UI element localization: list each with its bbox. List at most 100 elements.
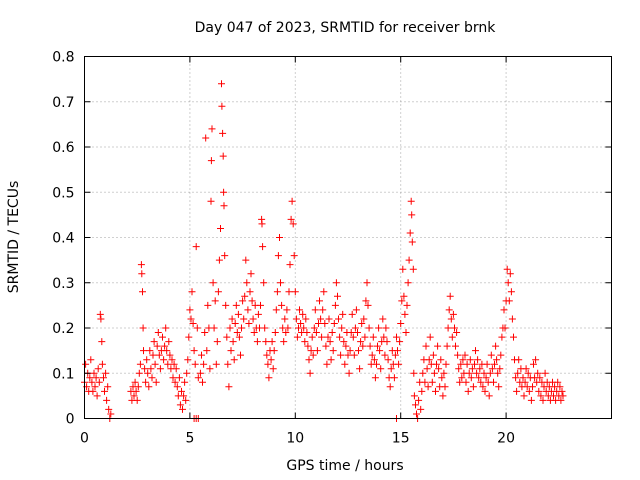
data-point [494,369,502,377]
data-point [366,342,374,350]
data-point [215,256,223,264]
data-point [283,306,291,314]
data-point [218,102,226,110]
y-tick-label: 0.8 [52,50,74,66]
data-point [290,252,298,260]
data-point [199,378,206,386]
x-tick-label: 20 [497,431,515,447]
data-point [219,129,227,137]
data-point [434,342,442,350]
data-point [380,333,388,341]
data-point [390,374,398,382]
data-point [458,374,466,382]
data-point [515,356,523,364]
data-point [161,342,169,350]
data-point [365,324,373,332]
data-point [481,387,489,395]
data-point [95,378,103,386]
data-point [486,369,494,377]
data-point [250,329,258,336]
data-point [201,329,209,336]
data-point [377,365,385,373]
data-point [349,333,357,341]
data-point [401,310,409,318]
data-point [181,378,189,386]
y-tick-label: 0.4 [52,231,74,247]
data-point [132,387,140,395]
data-point [193,324,201,332]
data-point [254,310,262,318]
data-point [299,310,307,318]
data-point [238,324,245,332]
data-point [507,288,515,296]
data-point [280,338,288,346]
data-point [194,374,202,382]
data-point [351,324,359,332]
data-point [308,333,316,341]
data-point [534,369,542,377]
data-point [356,365,364,373]
data-point [189,320,197,327]
data-point [490,378,497,386]
y-tick-label: 0.2 [52,321,74,337]
data-point [102,369,110,377]
data-point [184,356,192,364]
data-point [457,360,465,368]
data-point [305,356,313,364]
data-point [403,301,411,309]
data-point [313,347,321,355]
data-point [346,347,354,355]
data-point [418,387,426,395]
data-point [449,310,457,318]
data-point [496,365,504,373]
data-point [412,401,419,409]
data-point [399,265,407,273]
data-point [224,360,232,368]
data-point [175,374,183,382]
data-point [223,333,231,341]
data-point [202,134,210,142]
data-point [176,401,184,409]
data-point [357,338,365,346]
data-point [428,378,436,386]
data-point [227,347,235,355]
data-point [348,310,356,318]
data-point [154,329,162,336]
data-point [468,365,476,373]
data-point [342,342,350,350]
data-point [447,315,455,323]
data-point [206,365,214,373]
data-point [530,360,537,368]
data-point [89,387,97,395]
y-tick-label: 0.3 [52,276,74,292]
data-point [152,378,160,386]
data-point [446,292,454,300]
data-point [240,315,248,323]
y-tick-label: 0.7 [52,95,74,111]
data-point [395,360,403,368]
data-point [370,356,378,364]
data-point [503,265,511,273]
data-point [103,396,111,404]
data-point [274,252,282,260]
data-point [258,220,266,228]
data-point [191,360,199,368]
data-point [170,360,178,368]
data-point [406,229,414,237]
data-point [393,333,400,341]
data-point [557,396,565,404]
data-point [558,387,566,395]
data-point [444,324,452,332]
data-point [183,369,191,377]
data-point [467,374,475,382]
data-point [495,383,503,391]
data-point [139,324,147,332]
data-point [345,369,353,377]
data-point [327,356,335,364]
data-point [443,342,451,350]
data-point [297,320,305,327]
data-point [247,270,255,278]
data-point [371,374,379,382]
data-point [242,256,250,264]
data-point [160,356,168,364]
